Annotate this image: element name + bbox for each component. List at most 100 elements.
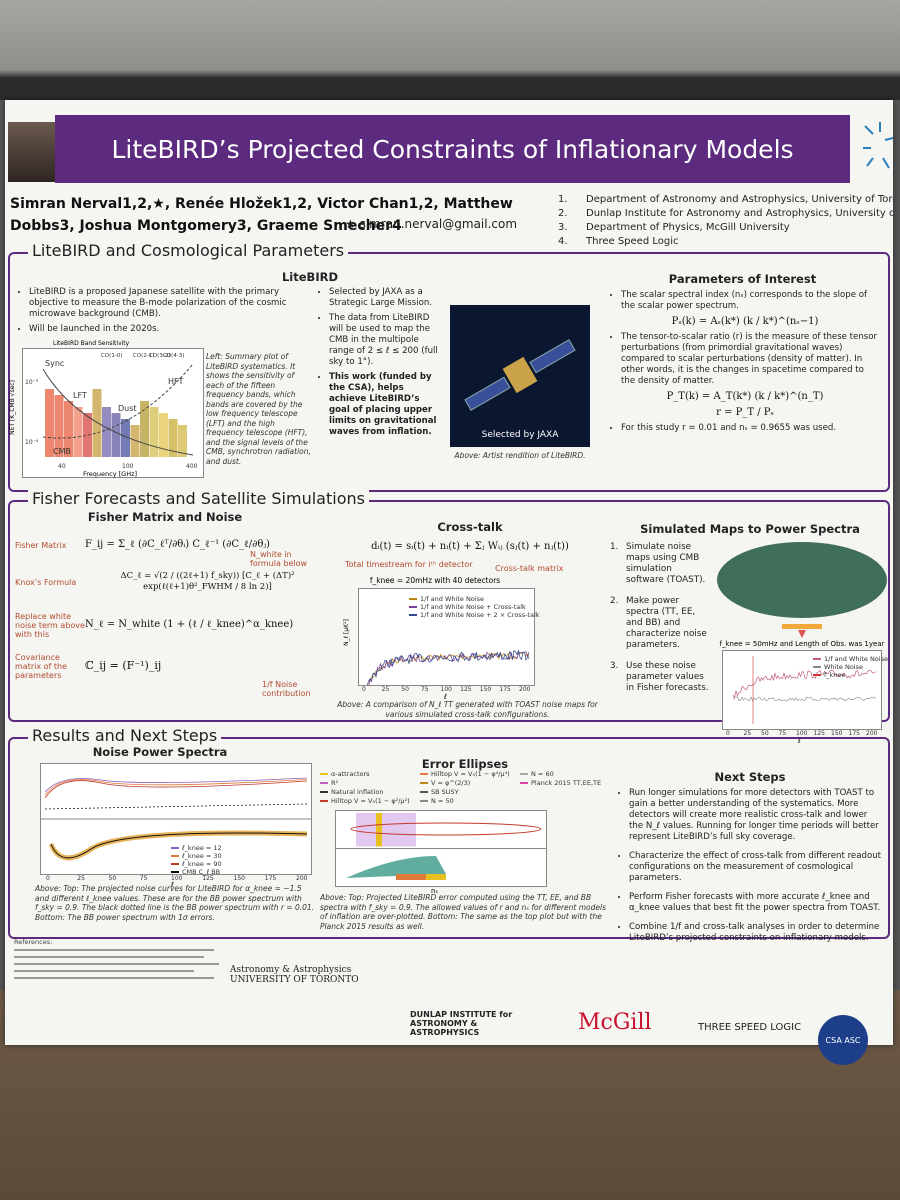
equation: F_ij = Σ_ℓ (∂C_ℓᵀ/∂θᵢ) C_ℓ⁻¹ (∂C_ℓ/∂θⱼ) <box>85 538 270 550</box>
legend-entry: SB SUSY <box>420 788 459 796</box>
legend-entry: CMB C_ℓ BB <box>171 868 220 876</box>
equation: ΔC_ℓ = √(2 / ((2ℓ+1) f_sky)) [C_ℓ + (ΔT)… <box>120 571 295 592</box>
x-tick-label: 150 <box>831 730 843 737</box>
x-tick-label: 100 <box>440 686 452 693</box>
x-tick-label: 0 <box>46 875 50 882</box>
bullet: The data from LiteBIRD will be used to m… <box>329 313 440 368</box>
annotation: Cross-talk matrix <box>495 564 564 573</box>
colorbar <box>782 624 822 629</box>
noise-map <box>717 542 887 638</box>
plot-label: Sync <box>45 359 65 368</box>
step-text: Simulate noise maps using CMB simulation… <box>626 542 706 585</box>
x-axis-label: ℓ <box>798 737 801 745</box>
plot-label: HFT <box>168 377 184 386</box>
legend-text: Hilltop V = V₀(1 − φ²/μ²) <box>331 797 410 805</box>
step-text: Make power spectra (TT, EE, and BB) and … <box>626 596 707 650</box>
legend-text: 1/f and White Noise <box>420 595 484 603</box>
x-tick-label: 125 <box>460 686 472 693</box>
plot-label: CO(4-3) <box>163 353 185 359</box>
x-tick-label: 75 <box>778 730 787 737</box>
y-axis-label: NET [K_CMB √sec] <box>8 380 16 435</box>
equation: N_ℓ = N_white (1 + (ℓ / ℓ_knee)^α_knee) <box>85 618 294 630</box>
ellipse-plot: nₛ <box>335 810 547 895</box>
x-tick-label: 200 <box>519 686 531 693</box>
bullet: Combine 1/f and cross-talk analyses in o… <box>629 922 883 944</box>
author-photo <box>8 122 56 182</box>
section-title: Results and Next Steps <box>28 726 222 745</box>
section-title: Fisher Forecasts and Satellite Simulatio… <box>28 489 369 508</box>
equation: P_T(k) = A_T(k*) (k / k*)^(n_T) <box>666 391 824 402</box>
legend-swatch <box>171 871 179 873</box>
x-tick-label: 200 <box>296 875 308 882</box>
noise-curve <box>368 651 530 685</box>
legend-entry: White Noise <box>813 663 863 671</box>
model-band <box>376 813 382 847</box>
fisher-heading: Fisher Matrix and Noise <box>87 510 243 524</box>
bullet: The scalar spectral index (nₛ) correspon… <box>621 290 880 312</box>
satellite-image: Selected by JAXA <box>450 305 590 447</box>
bb-curve <box>50 832 308 859</box>
bullet-list: LiteBIRD is a proposed Japanese satellit… <box>18 287 308 335</box>
step: 1. Simulate noise maps using CMB simulati… <box>610 542 710 586</box>
noise-curve <box>44 780 308 799</box>
legend-swatch <box>171 863 179 865</box>
plot-title: f_knee = 20mHz with 40 detectors <box>369 576 501 585</box>
x-tick-label: 25 <box>743 730 752 737</box>
next-heading-wrap: Next Steps <box>615 770 885 784</box>
plot-canvas <box>336 813 546 880</box>
fisher-label: Knox’s Formula <box>15 577 77 587</box>
legend-swatch <box>520 773 528 775</box>
legend-entry: 1/f and White Noise + Cross-talk <box>409 603 526 611</box>
legend-entry: R² <box>320 779 338 787</box>
crosstalk-heading: Cross-talk <box>437 520 503 534</box>
legend-entry: 1/f and White Noise <box>813 655 888 663</box>
x-tick-label: 0 <box>362 686 366 693</box>
band-bar <box>64 401 73 457</box>
plot-label: CO(1-0) <box>101 353 123 359</box>
ellipses-legend: α-attractors R² Natural inflation Hilltop V… <box>320 770 615 808</box>
plot-label: CO(2-1) <box>133 353 155 359</box>
plot-label: LFT <box>73 391 87 400</box>
email: ★ simran.nerval@gmail.com <box>345 217 518 231</box>
legend-swatch <box>171 855 179 857</box>
x-tick-label: 25 <box>381 686 390 693</box>
noise-curve <box>44 779 308 796</box>
affiliation-text: Department of Astronomy and Astrophysics… <box>586 194 893 205</box>
legend-text: White Noise <box>824 663 863 671</box>
legend-entry: N = 60 <box>520 770 554 778</box>
three-speed-logo: THREE SPEED LOGIC <box>698 1022 802 1033</box>
logo-rays <box>863 122 894 169</box>
legend-text: N = 60 <box>531 770 554 778</box>
legend-entry: 1/f and White Noise + 2 × Cross-talk <box>409 611 540 619</box>
plot-canvas <box>42 363 194 457</box>
caption-text: Above: A comparison of N_ℓ TT generated … <box>337 700 598 719</box>
bullet: LiteBIRD is a proposed Japanese satellit… <box>29 287 308 320</box>
fisher-row: Knox’s Formula ΔC_ℓ = √(2 / ((2ℓ+1) f_sky… <box>15 560 335 604</box>
section-title: LiteBIRD and Cosmological Parameters <box>28 241 349 260</box>
x-tick-label: 100 <box>171 875 183 882</box>
plot-canvas <box>366 649 530 685</box>
x-tick-label: 40 <box>58 463 66 470</box>
mollweide-map <box>717 542 887 618</box>
step-number: 1. <box>610 542 619 552</box>
plot-caption: Above: Top: Projected LiteBIRD error com… <box>320 893 610 931</box>
bullet: For this study r = 0.01 and nₛ = 0.9655 … <box>621 423 880 434</box>
y-tick-label: 10⁻⁴ <box>25 439 39 446</box>
affiliation: 2. Dunlap Institute for Astronomy and Ast… <box>558 207 893 221</box>
legend-swatch <box>320 800 328 802</box>
legend-entry: f_knee <box>813 671 845 679</box>
solar-panel <box>464 376 511 411</box>
legend-swatch <box>409 598 417 600</box>
y-tick-label: 10⁻³ <box>25 379 39 386</box>
caption-text: Left: Summary plot of LiteBIRD systemati… <box>206 352 311 466</box>
model-band <box>396 874 426 880</box>
affiliations: 1. Department of Astronomy and Astrophysi… <box>558 193 893 249</box>
annotation: Total timestream for iᵗʰ detector <box>345 560 473 569</box>
legend-swatch <box>420 782 428 784</box>
y-axis-label: N_ℓ [μK²] <box>342 619 350 646</box>
x-tick-label: 75 <box>139 875 148 882</box>
legend-entry: ℓ_knee = 90 <box>171 860 222 868</box>
authors: Simran Nerval1,2,★, Renée Hložek1,2, Vic… <box>10 193 550 237</box>
crosstalk-plot: 1/f and White Noise 1/f and White Noise +… <box>343 588 540 701</box>
reference-text-lines <box>14 949 219 979</box>
